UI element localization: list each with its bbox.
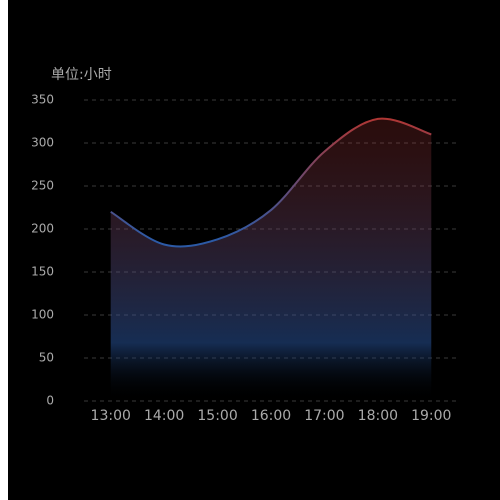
x-tick-label: 16:00	[251, 408, 291, 424]
x-tick-label: 15:00	[197, 408, 237, 424]
chart: 单位:小时 0 50 100 150 200 250 300 350 13:00 14:00 15:…	[8, 0, 500, 500]
y-tick-label: 0	[46, 394, 54, 408]
y-tick-label: 300	[31, 136, 54, 150]
y-tick-label: 350	[31, 93, 54, 107]
y-tick-label: 150	[31, 265, 54, 279]
line	[110, 117, 432, 248]
y-tick-label: 250	[31, 179, 54, 193]
y-tick-label: 50	[39, 351, 54, 365]
x-tick-label: 13:00	[91, 408, 131, 424]
y-tick-label: 200	[31, 222, 54, 236]
y-tick-label: 100	[31, 308, 54, 322]
x-tick-label: 14:00	[144, 408, 184, 424]
x-tick-label: 19:00	[411, 408, 451, 424]
area	[110, 118, 432, 402]
y-axis-label: 单位:小时	[51, 67, 112, 83]
x-tick-label: 18:00	[358, 408, 398, 424]
x-tick-label: 17:00	[304, 408, 344, 424]
